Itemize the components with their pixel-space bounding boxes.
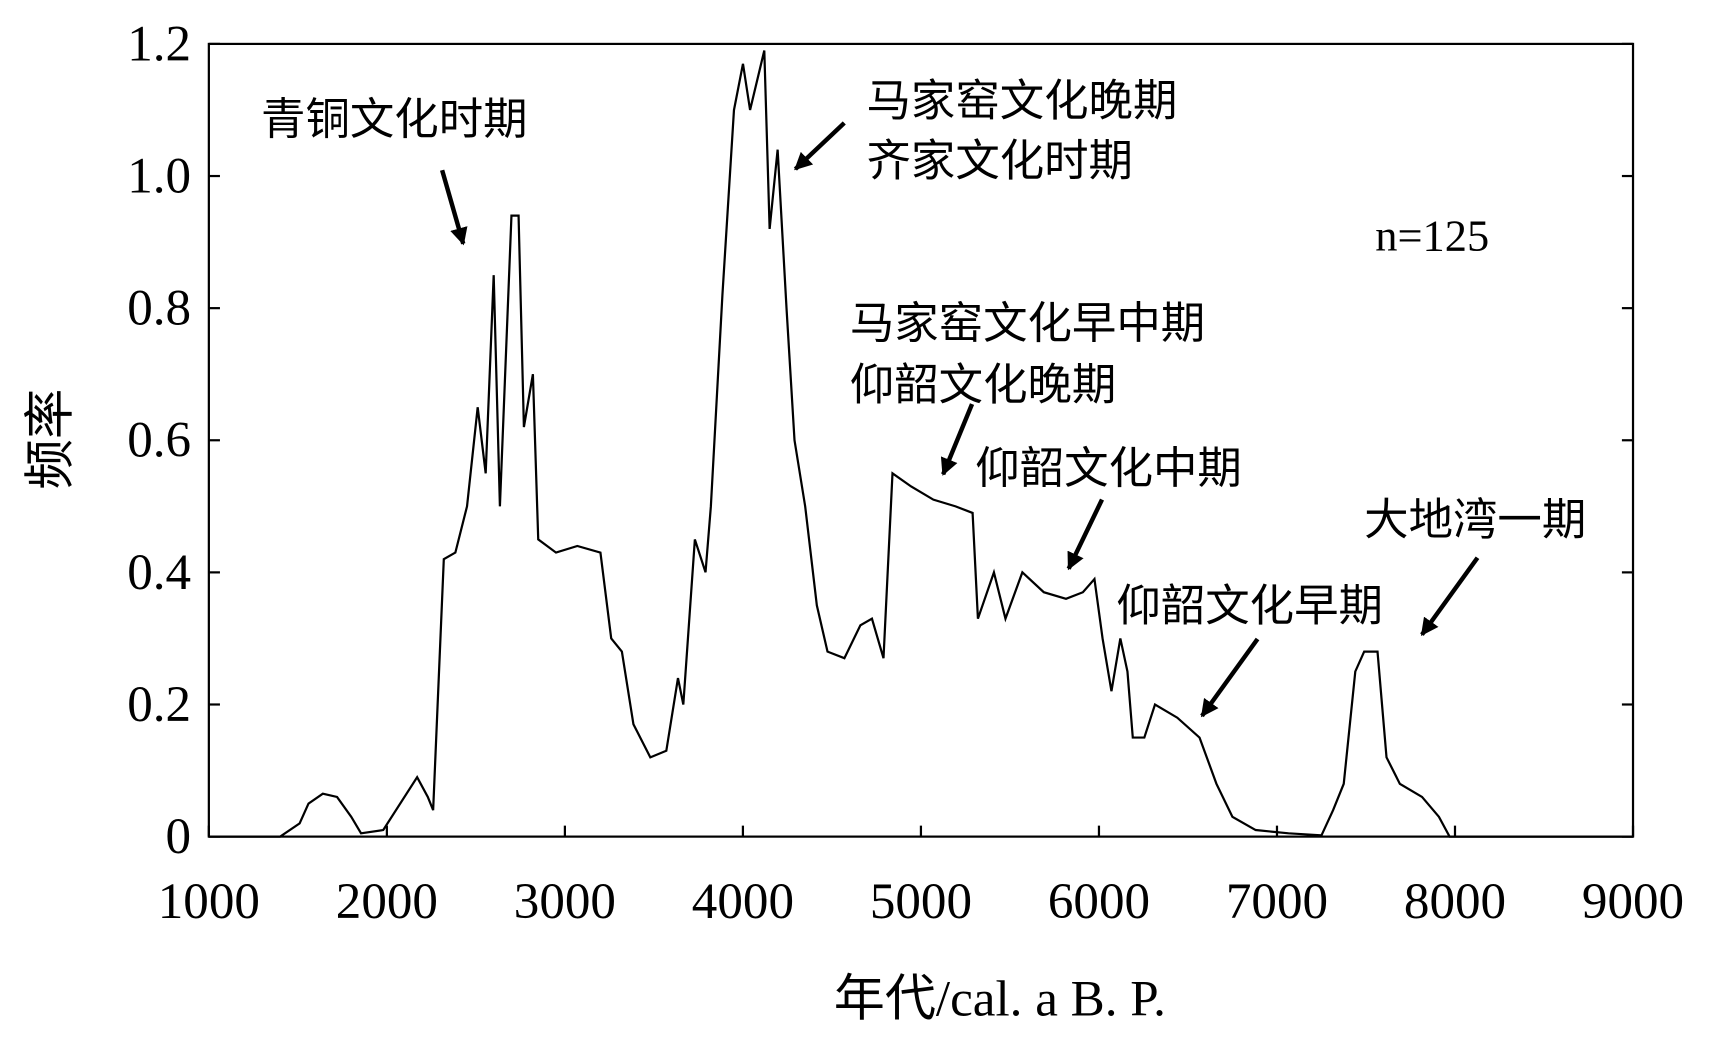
data-line <box>208 50 1634 838</box>
x-axis-label: 年代/cal. a B. P. <box>834 971 1166 1027</box>
arrow <box>439 169 468 246</box>
x-tick-label: 6000 <box>1048 873 1150 929</box>
arrow <box>1420 556 1480 637</box>
y-tick-label: 0.6 <box>127 412 191 468</box>
annotation: 青铜文化时期 <box>261 95 528 144</box>
y-tick-label: 0.4 <box>127 544 191 600</box>
arrow <box>1200 637 1260 718</box>
arrow <box>793 121 846 171</box>
x-tick-label: 7000 <box>1226 873 1328 929</box>
y-tick-label: 1.2 <box>127 16 191 72</box>
x-tick-label: 9000 <box>1582 873 1684 929</box>
annotation: 马家窑文化早中期 <box>850 299 1205 348</box>
annotation: 马家窑文化晚期 <box>867 77 1178 126</box>
y-tick-label: 0.8 <box>127 280 191 336</box>
x-tick-label: 3000 <box>514 873 616 929</box>
x-tick-label: 2000 <box>336 873 438 929</box>
annotation: 大地湾一期 <box>1364 496 1586 545</box>
annotation: 仰韶文化中期 <box>975 444 1242 493</box>
y-axis-label: 频率 <box>22 389 78 490</box>
arrow <box>1066 498 1105 571</box>
x-tick-label: 1000 <box>158 873 260 929</box>
y-tick-label: 0 <box>166 808 192 864</box>
x-tick-label: 4000 <box>692 873 794 929</box>
y-tick-label: 0.2 <box>127 676 191 732</box>
annotation: n=125 <box>1375 212 1489 261</box>
annotation: 仰韶文化早期 <box>1116 582 1383 631</box>
annotation: 仰韶文化晚期 <box>850 361 1117 410</box>
arrow <box>940 403 975 476</box>
y-tick-label: 1.0 <box>127 148 191 204</box>
x-tick-label: 5000 <box>870 873 972 929</box>
x-tick-label: 8000 <box>1404 873 1506 929</box>
annotation: 齐家文化时期 <box>867 137 1134 186</box>
